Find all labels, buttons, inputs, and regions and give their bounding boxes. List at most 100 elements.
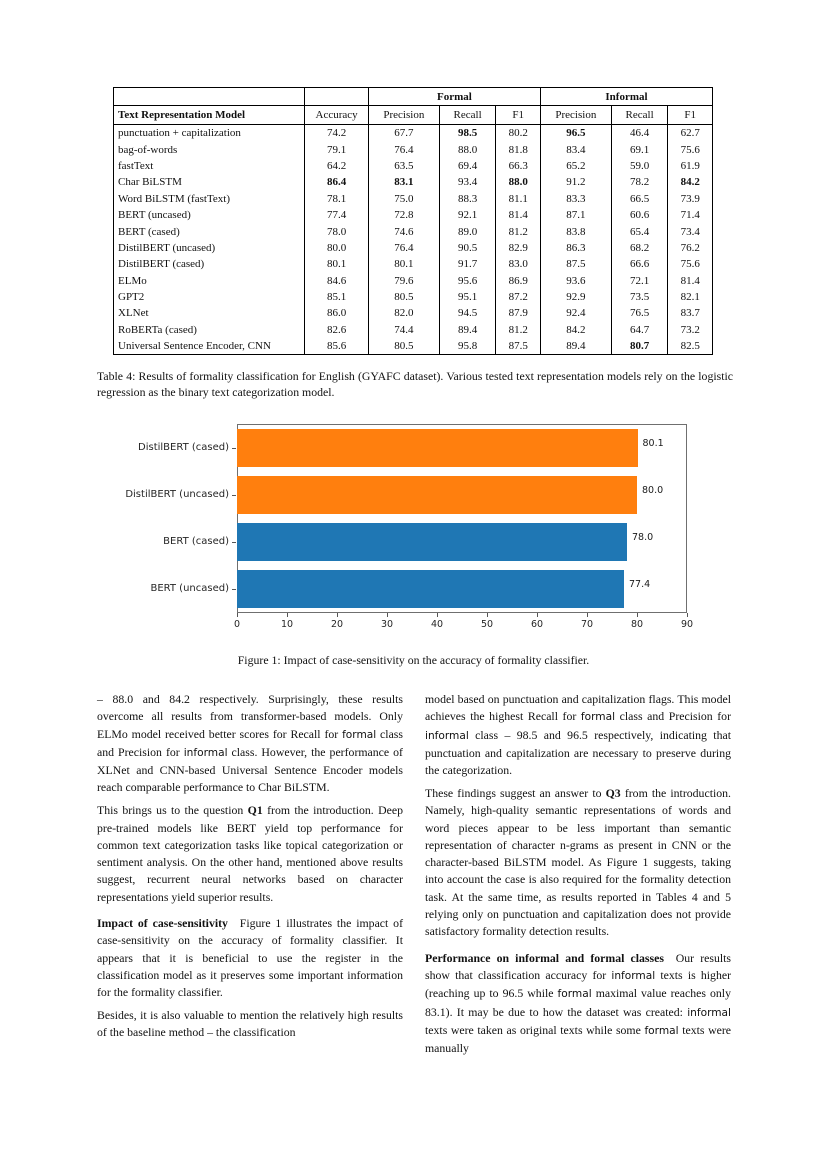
value-cell: 65.4 (610, 223, 668, 240)
column-header-precision-formal: Precision (367, 105, 440, 125)
value-cell: 46.4 (610, 124, 668, 142)
y-axis-label: BERT (cased) (163, 536, 229, 548)
x-tick-label: 20 (330, 619, 344, 630)
value-cell: 96.5 (539, 124, 612, 142)
table-row: XLNet 86.0 82.0 94.5 87.9 92.4 76.5 83.7 (114, 305, 713, 322)
bar (237, 475, 637, 514)
class-name-text: formal (342, 728, 377, 741)
value-cell: 83.8 (539, 223, 612, 240)
value-cell: 72.8 (367, 206, 440, 224)
body-text: class – 98.5 and 96.5 respectively, indi… (425, 727, 731, 778)
value-cell: 89.4 (438, 321, 496, 339)
results-table: Formal Informal Text Representation Mode… (113, 87, 713, 356)
class-name-text: informal (611, 969, 656, 982)
value-cell: 60.6 (610, 206, 668, 224)
model-name-cell: punctuation + capitalization (118, 127, 241, 140)
value-cell: 93.6 (539, 272, 612, 289)
value-cell: 81.4 (495, 206, 541, 224)
value-cell: 81.2 (495, 321, 541, 339)
value-cell: 83.1 (367, 174, 440, 191)
value-cell: 76.4 (367, 239, 440, 257)
paragraph-performance-on-classes: Performance on informal and formal class… (425, 950, 731, 1058)
body-text: model based on punctuation and capitaliz… (425, 692, 731, 724)
value-cell: 71.4 (667, 206, 713, 224)
x-tick-mark (487, 613, 488, 617)
value-cell: 95.6 (438, 272, 496, 289)
value-cell: 79.1 (304, 141, 369, 158)
class-name-text: formal (580, 711, 616, 724)
value-cell: 65.2 (539, 157, 612, 175)
paragraph-impact-of-case-sensitivity: Impact of case-sensitivity Figure 1 illu… (97, 915, 403, 1001)
figure-caption: Figure 1: Impact of case-sensitivity on … (237, 653, 590, 667)
model-name-cell: Universal Sentence Encoder, CNN (118, 340, 271, 353)
value-cell: 75.6 (667, 256, 713, 273)
x-tick-mark (337, 613, 338, 617)
value-cell: 80.1 (367, 256, 440, 273)
value-cell: 76.4 (367, 141, 440, 158)
empty-header-cell (114, 88, 305, 106)
value-cell: 92.4 (539, 305, 612, 322)
body-text: texts were manually (425, 1022, 731, 1056)
paragraph: These findings suggest an answer to Q3 f… (425, 785, 731, 941)
value-cell: 76.5 (610, 305, 668, 322)
value-cell: 68.2 (610, 239, 668, 257)
paragraph: This brings us to the question Q1 from t… (97, 802, 403, 906)
model-name-cell: GPT2 (118, 291, 145, 304)
value-cell: 84.6 (304, 272, 369, 289)
value-cell: 78.0 (304, 223, 369, 240)
body-text: class and Precision for (615, 709, 732, 724)
value-cell: 82.6 (304, 321, 369, 339)
value-cell: 87.1 (539, 206, 612, 224)
body-text: – 88.0 and 84.2 respectively. Surprising… (97, 692, 403, 741)
y-tick-mark (232, 589, 236, 591)
formal-group-header: Formal (367, 87, 541, 106)
table-row: BERT (cased) 78.0 74.6 89.0 81.2 83.8 65.4 73.4 (114, 223, 713, 240)
value-cell: 74.6 (367, 223, 440, 240)
body-text: class and Precision for (97, 726, 403, 759)
column-header-recall-informal: Recall (610, 105, 668, 125)
x-tick-label: 10 (280, 619, 294, 630)
value-cell: 86.0 (304, 305, 369, 322)
value-cell: 74.2 (304, 124, 369, 142)
value-cell: 85.1 (304, 288, 369, 306)
table-row: Char BiLSTM 86.4 83.1 93.4 88.0 91.2 78.2 84.2 (114, 174, 713, 191)
value-cell: 84.2 (539, 321, 612, 339)
value-cell: 94.5 (438, 305, 496, 322)
value-cell: 64.7 (610, 321, 668, 339)
body-text: Figure 1 illustrates the impact of case-… (97, 916, 404, 1000)
x-tick-label: 60 (530, 619, 544, 630)
value-cell: 91.7 (438, 256, 496, 273)
model-name-cell: DistilBERT (uncased) (118, 241, 216, 254)
value-cell: 62.7 (667, 124, 713, 142)
value-cell: 88.0 (438, 141, 496, 158)
x-tick-mark (237, 613, 238, 617)
body-text: This brings us to the question (97, 803, 248, 818)
body-text: class. However, the performance of XLNet… (97, 744, 403, 795)
bar-value-label: 80.0 (642, 484, 664, 496)
value-cell: 80.5 (367, 338, 440, 355)
value-cell: 82.0 (367, 305, 440, 322)
model-name-cell: fastText (118, 159, 154, 172)
value-cell: 87.2 (495, 288, 541, 306)
bar-value-label: 77.4 (629, 579, 651, 591)
table-row: ELMo 84.6 79.6 95.6 86.9 93.6 72.1 81.4 (114, 272, 713, 289)
informal-group-header: Informal (539, 87, 713, 106)
body-text: Besides, it is also valuable to mention … (97, 1008, 403, 1040)
value-cell: 93.4 (438, 174, 496, 191)
paragraph: Besides, it is also valuable to mention … (97, 1007, 403, 1042)
value-cell: 86.9 (495, 272, 541, 289)
table-row: bag-of-words 79.1 76.4 88.0 81.8 83.4 69.1 75.6 (114, 141, 713, 158)
value-cell: 81.2 (495, 223, 541, 240)
table-row: Universal Sentence Encoder, CNN 85.6 80.5 9… (114, 338, 713, 355)
value-cell: 78.2 (610, 174, 668, 191)
body-text: Our results show that classification acc… (425, 950, 731, 982)
right-column: model based on punctuation and capitaliz… (425, 691, 731, 1063)
figure-chart: 80.1 DistilBERT (cased) 80.0 DistilBERT (un… (0, 423, 827, 638)
model-name-cell: bag-of-words (118, 143, 178, 156)
value-cell: 61.9 (667, 157, 713, 175)
bar-value-label: 78.0 (632, 532, 654, 544)
class-name-text: formal (644, 1024, 679, 1037)
table-group-header-row: Formal Informal (113, 87, 713, 106)
table-body: punctuation + capitalization 74.2 67.7 98.5… (114, 124, 713, 355)
